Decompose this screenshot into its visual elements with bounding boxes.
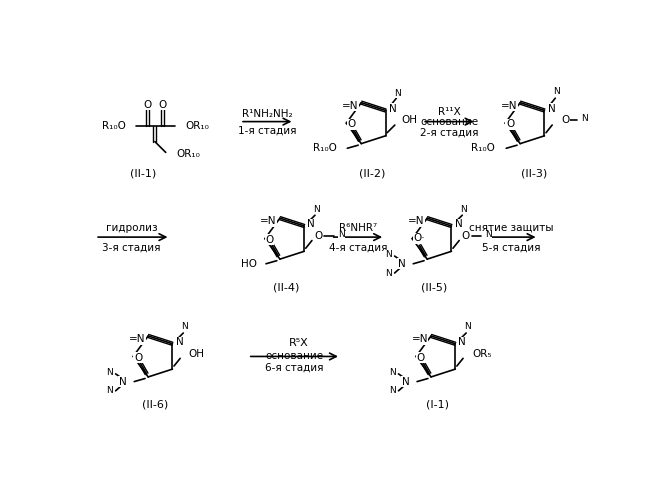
Text: =N: =N <box>411 334 428 344</box>
Text: N: N <box>460 204 467 214</box>
Text: R¹NH₂NH₂: R¹NH₂NH₂ <box>242 109 292 119</box>
Text: =N: =N <box>260 216 277 226</box>
Text: (II-2): (II-2) <box>359 169 385 179</box>
Text: N: N <box>313 204 320 214</box>
Text: N: N <box>398 259 406 269</box>
Text: O: O <box>266 235 274 245</box>
Text: (I-1): (I-1) <box>426 400 449 410</box>
Text: N: N <box>385 250 392 259</box>
Text: R¹¹X: R¹¹X <box>438 108 461 118</box>
Text: N: N <box>454 220 462 230</box>
Text: 2-я стадия: 2-я стадия <box>420 128 478 138</box>
Text: R⁵X: R⁵X <box>289 338 308 348</box>
Text: (II-1): (II-1) <box>130 169 157 179</box>
Text: 5-я стадия: 5-я стадия <box>482 243 541 253</box>
Text: (II-5): (II-5) <box>421 282 447 292</box>
Text: 4-я стадия: 4-я стадия <box>329 243 387 253</box>
Text: N: N <box>338 230 344 239</box>
Text: N: N <box>547 104 555 114</box>
Text: R₁₀O: R₁₀O <box>471 144 495 154</box>
Text: OR₁₀: OR₁₀ <box>186 121 210 131</box>
Text: 6-я стадия: 6-я стадия <box>265 363 324 373</box>
Text: R⁶NHR⁷: R⁶NHR⁷ <box>339 223 377 233</box>
Text: основание: основание <box>265 352 324 362</box>
Text: снятие защиты: снятие защиты <box>469 223 554 233</box>
Text: OR₅: OR₅ <box>473 348 492 358</box>
Text: N: N <box>458 337 466 347</box>
Text: (II-6): (II-6) <box>142 400 168 410</box>
Text: =N: =N <box>408 216 424 226</box>
Text: основание: основание <box>421 116 478 126</box>
Text: R₁₀O: R₁₀O <box>101 121 125 131</box>
Text: (II-3): (II-3) <box>521 169 548 179</box>
Text: O: O <box>347 120 356 130</box>
Text: N: N <box>464 322 471 332</box>
Text: O·: O· <box>413 234 425 243</box>
Text: 1-я стадия: 1-я стадия <box>238 126 296 136</box>
Text: N: N <box>106 386 113 396</box>
Text: R₁₀O: R₁₀O <box>313 144 337 154</box>
Text: 3-я стадия: 3-я стадия <box>103 243 161 253</box>
Text: N: N <box>181 322 188 332</box>
Text: N: N <box>402 376 410 386</box>
Text: O: O <box>462 231 469 241</box>
Text: O: O <box>506 120 514 130</box>
Text: O: O <box>134 352 142 362</box>
Text: =N: =N <box>500 100 517 110</box>
Text: OH: OH <box>188 348 204 358</box>
Text: =N: =N <box>129 334 145 344</box>
Text: N: N <box>395 89 401 98</box>
Text: =N: =N <box>342 100 358 110</box>
Text: O: O <box>143 100 151 110</box>
Text: OH: OH <box>401 116 417 126</box>
Text: N: N <box>389 386 396 396</box>
Text: N: N <box>389 104 396 114</box>
Text: N: N <box>385 268 392 278</box>
Text: HO: HO <box>240 259 257 269</box>
Text: O: O <box>159 100 167 110</box>
Text: (II-4): (II-4) <box>274 282 300 292</box>
Text: гидролиз: гидролиз <box>106 223 157 233</box>
Text: O: O <box>314 231 322 241</box>
Text: N: N <box>176 337 183 347</box>
Text: N: N <box>106 368 113 377</box>
Text: N: N <box>581 114 588 124</box>
Text: N: N <box>389 368 396 377</box>
Text: OR₁₀: OR₁₀ <box>177 149 200 159</box>
Text: N: N <box>119 376 127 386</box>
Text: O: O <box>562 116 570 126</box>
Text: N: N <box>486 230 492 239</box>
Text: O: O <box>417 352 425 362</box>
Text: N: N <box>307 220 315 230</box>
Text: N: N <box>553 88 560 96</box>
